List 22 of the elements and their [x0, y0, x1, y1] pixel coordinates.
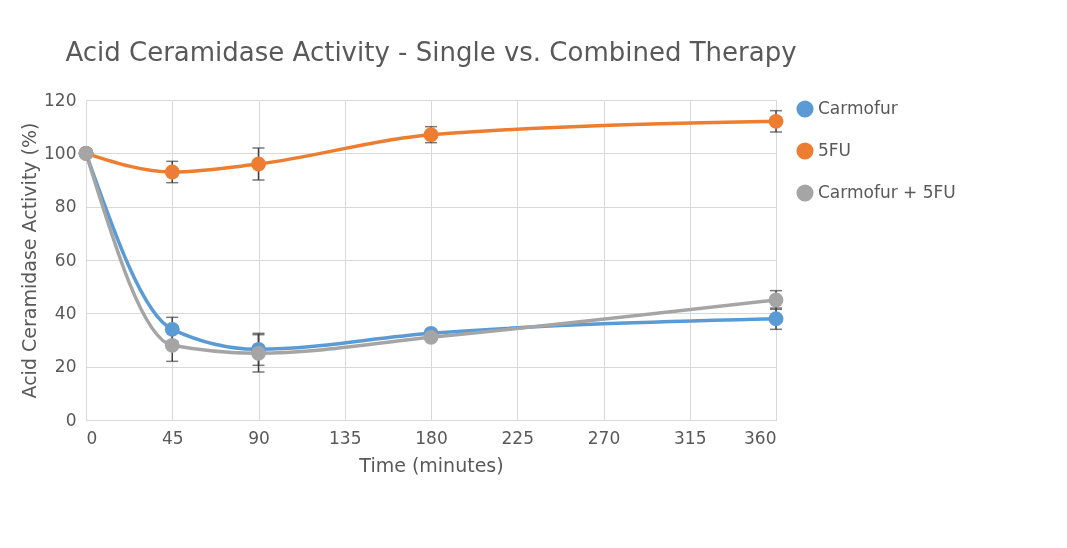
x-tick-label: 270 [587, 427, 621, 448]
x-tick-label: 45 [161, 427, 184, 448]
legend-label: Carmofur [818, 98, 898, 118]
x-tick-label: 315 [674, 427, 707, 448]
y-tick-label: 120 [44, 89, 77, 110]
x-tick-label: 90 [248, 427, 270, 448]
x-tick-label: 360 [744, 427, 777, 448]
y-tick-label: 20 [54, 356, 77, 377]
chart-title: Acid Ceramidase Activity - Single vs. Combined Therapy [65, 37, 797, 67]
x-tick-label: 135 [329, 427, 362, 448]
x-tick-label: 180 [415, 427, 448, 448]
y-axis-title: Acid Ceramidase Activity (%) [18, 122, 41, 399]
x-axis-title: Time (minutes) [358, 453, 504, 476]
legend-label: 5FU [818, 140, 852, 160]
y-tick-label: 100 [44, 142, 77, 163]
legend-label: Carmofur + 5FU [818, 182, 956, 202]
y-tick-label: 60 [54, 249, 77, 270]
x-tick-label: 225 [501, 427, 534, 448]
y-tick-label: 80 [54, 196, 77, 217]
y-tick-label: 40 [54, 302, 77, 323]
y-tick-label: 0 [65, 409, 77, 430]
x-tick-label: 0 [86, 427, 98, 448]
